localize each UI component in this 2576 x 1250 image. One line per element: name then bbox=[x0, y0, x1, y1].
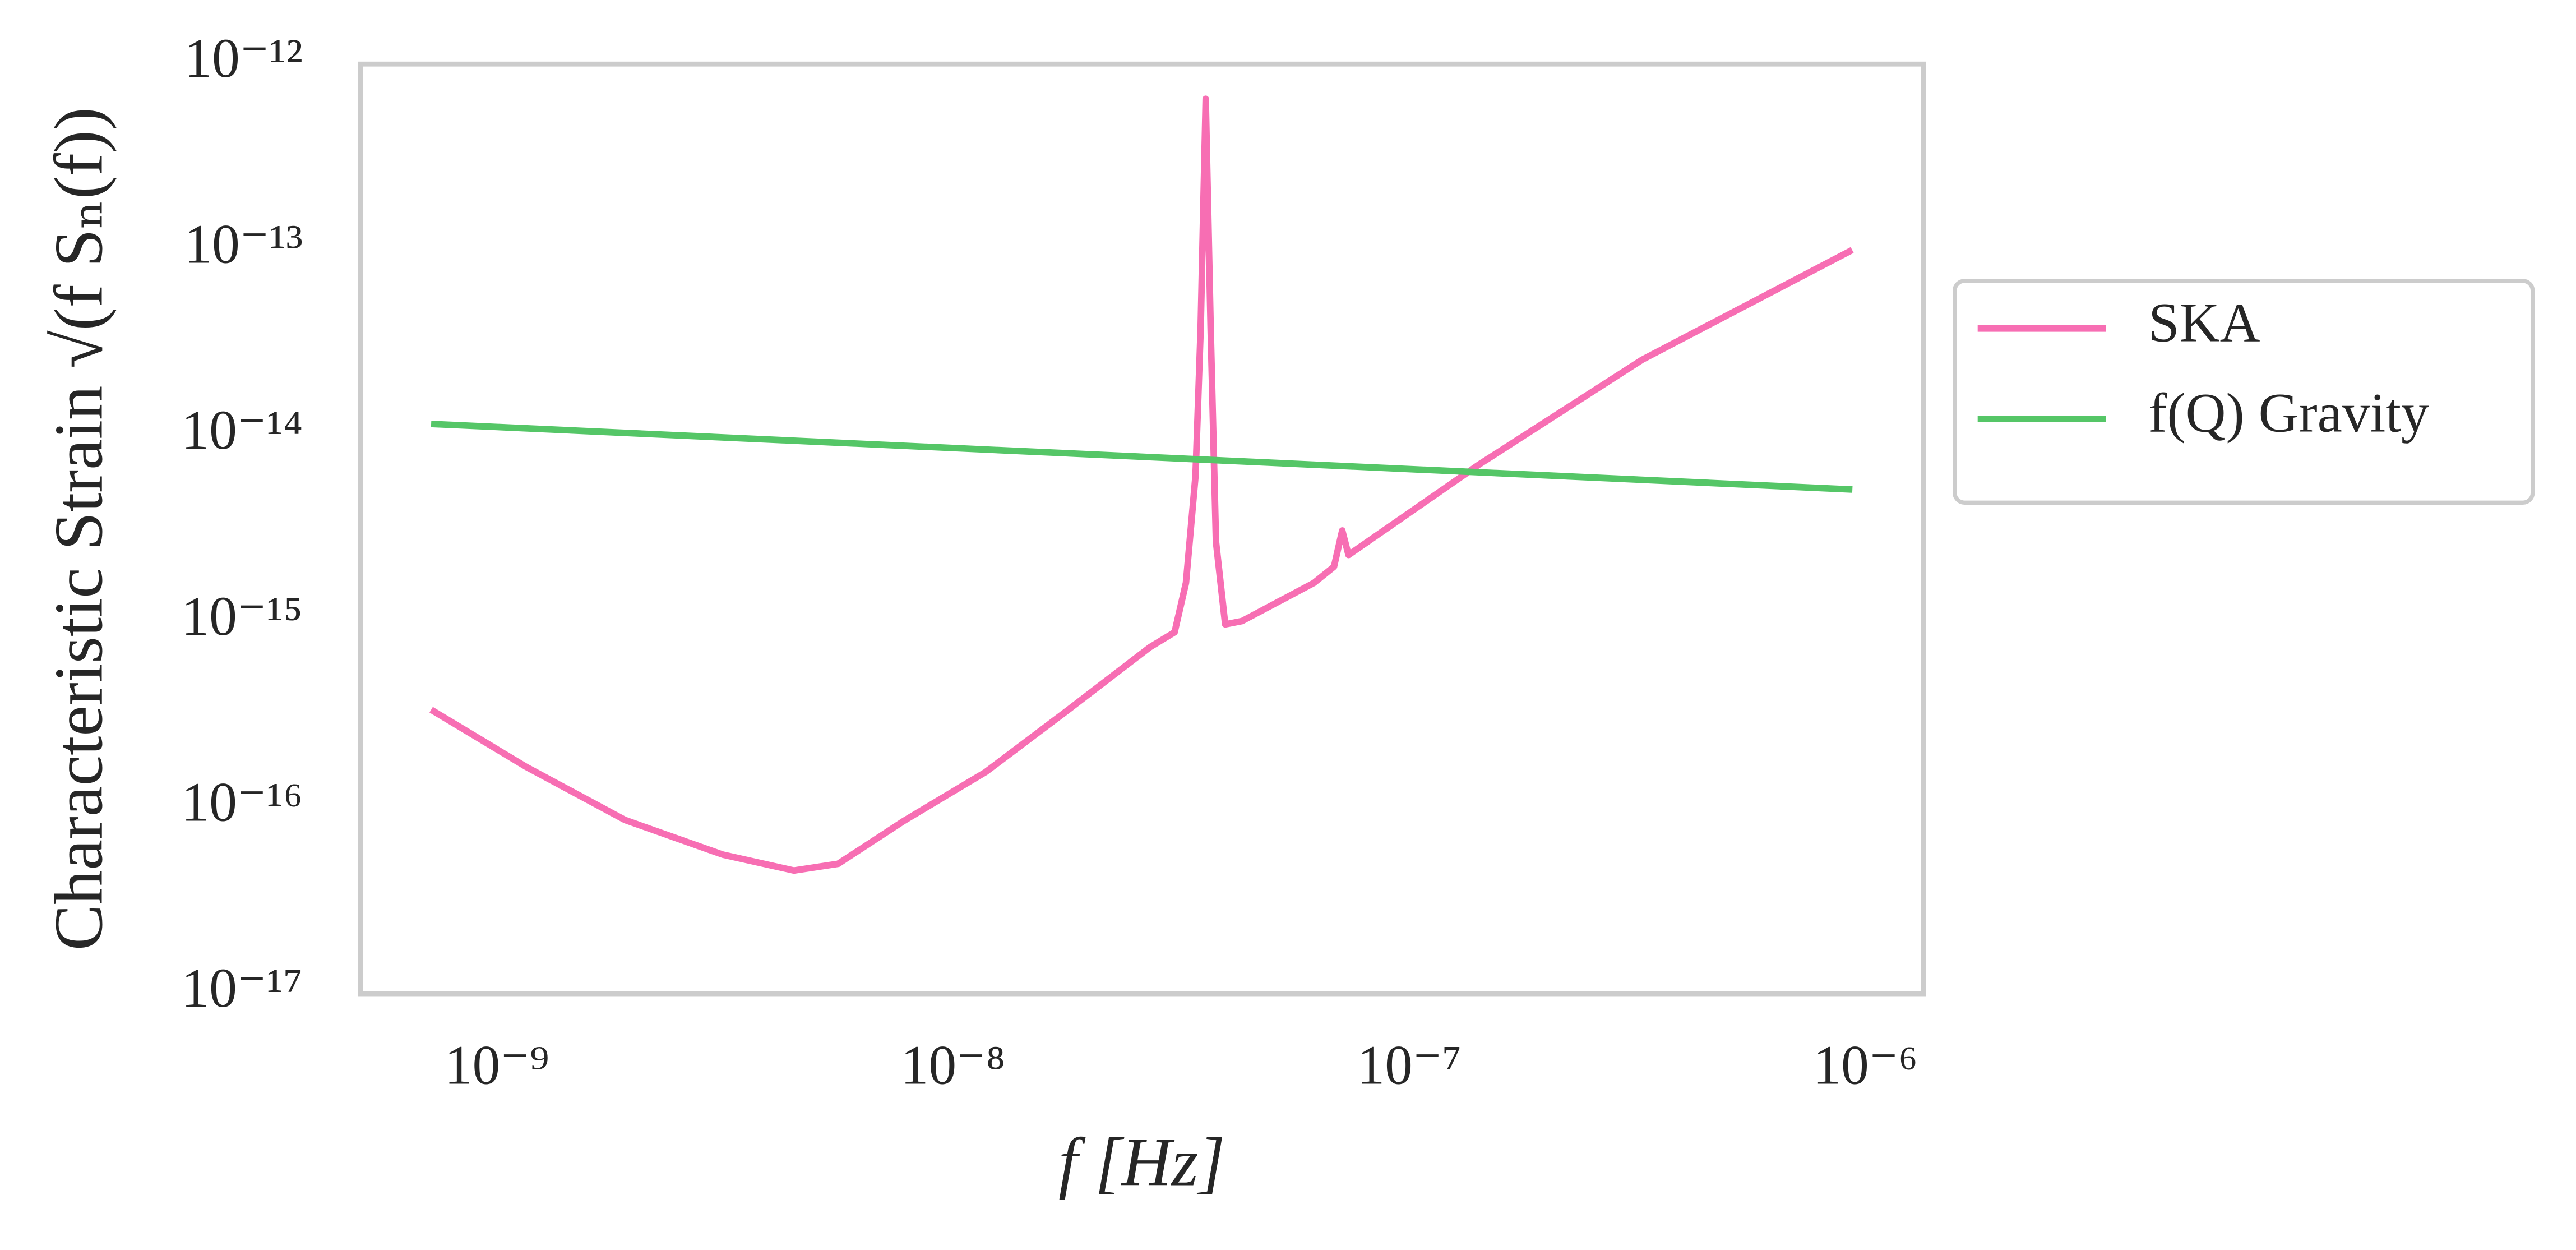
y-tick-label: 10⁻¹⁶ bbox=[181, 771, 303, 833]
x-tick-label: 10⁻⁶ bbox=[1813, 1034, 1918, 1096]
y-tick-label: 10⁻¹³ bbox=[184, 213, 303, 275]
series-line bbox=[431, 421, 1853, 493]
legend-box bbox=[1953, 279, 2535, 505]
plot-frame bbox=[358, 61, 1926, 997]
x-tick-label: 10⁻⁸ bbox=[901, 1034, 1006, 1096]
series-line bbox=[429, 95, 1854, 874]
x-tick-label: 10⁻⁷ bbox=[1357, 1034, 1462, 1096]
y-tick-label: 10⁻¹⁵ bbox=[181, 585, 303, 647]
x-tick-label: 10⁻⁹ bbox=[445, 1034, 549, 1096]
legend-label: f(Q) Gravity bbox=[2148, 382, 2429, 444]
legend-label: SKA bbox=[2148, 292, 2260, 354]
y-tick-label: 10⁻¹² bbox=[184, 27, 303, 89]
y-tick-label: 10⁻¹⁴ bbox=[181, 399, 303, 461]
x-axis-label: f [Hz] bbox=[1058, 1124, 1225, 1201]
y-tick-label: 10⁻¹⁷ bbox=[181, 957, 303, 1019]
y-axis-label: Characteristic Strain √(f Sₙ(f)) bbox=[40, 107, 117, 951]
